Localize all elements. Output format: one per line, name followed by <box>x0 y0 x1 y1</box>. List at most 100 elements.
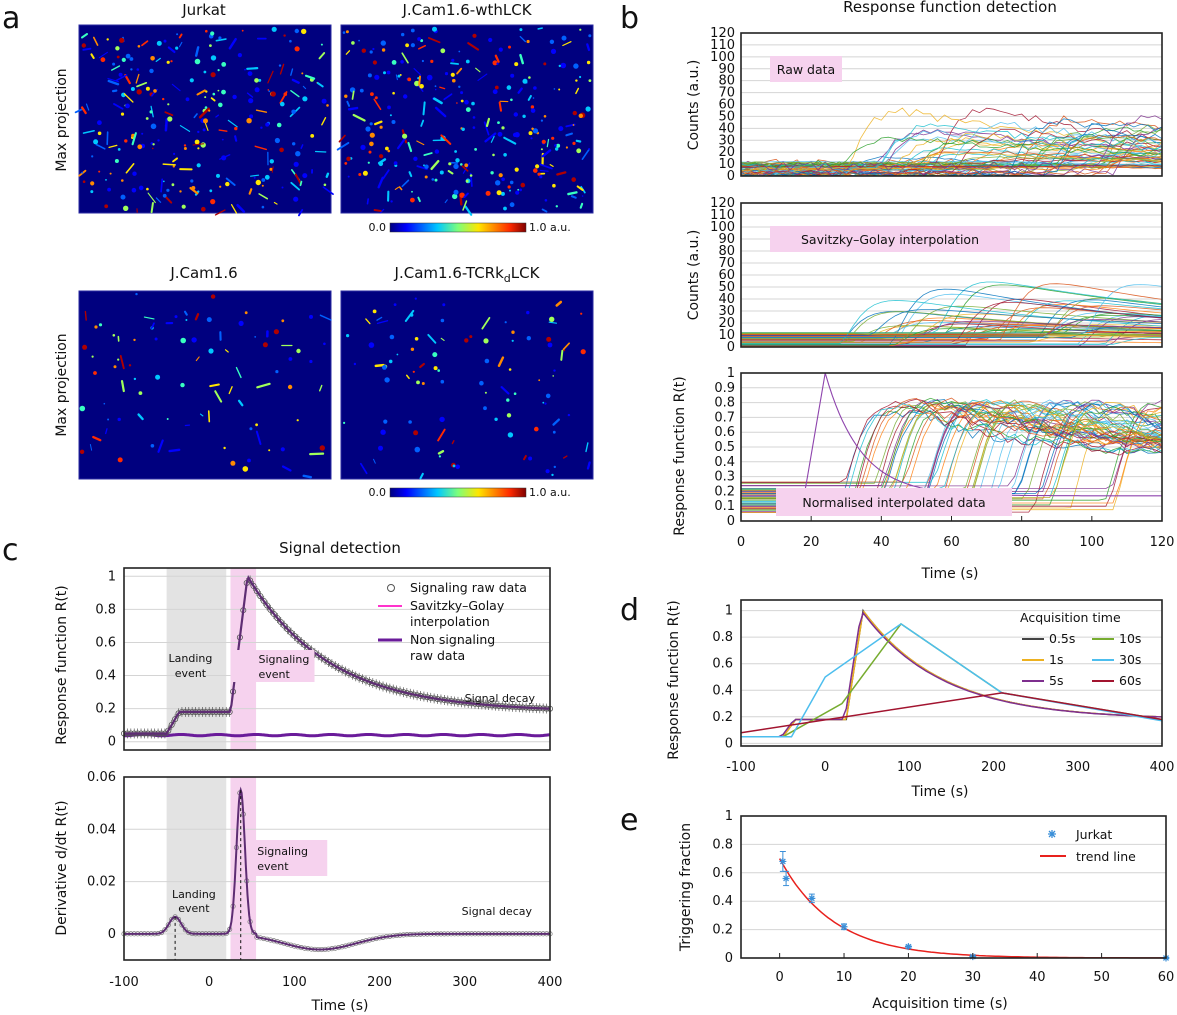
cell-streak <box>418 44 427 50</box>
cell-spot <box>185 319 188 321</box>
plot-frame <box>123 567 551 751</box>
raw-data-marker <box>294 636 301 643</box>
cell-spot <box>414 446 421 453</box>
cell-spot <box>380 40 386 46</box>
cell-spot <box>453 163 459 170</box>
cell-streak <box>338 134 346 143</box>
cell-spot <box>164 124 168 128</box>
cell-spot <box>434 149 440 154</box>
cell-streak <box>81 33 89 39</box>
cell-spot <box>492 89 498 95</box>
cell-spot <box>555 205 558 208</box>
derivative-marker <box>179 922 185 928</box>
cell-spot <box>138 391 143 395</box>
cell-spot <box>150 444 155 448</box>
cell-streak <box>376 316 383 321</box>
cell-spot <box>175 46 179 50</box>
cell-streak <box>235 366 242 379</box>
cell-streak <box>419 472 424 480</box>
cell-streak <box>475 67 481 73</box>
cell-spot <box>534 426 539 432</box>
cell-spot <box>417 37 421 41</box>
cell-spot <box>455 464 461 470</box>
y-tick-label: 70 <box>718 256 735 271</box>
cell-streak <box>575 139 582 143</box>
y-tick-label: 120 <box>710 196 735 211</box>
cell-spot <box>411 190 413 193</box>
microscopy-image-jurkat <box>74 24 334 217</box>
cell-spot <box>513 392 517 396</box>
cell-spot <box>432 26 437 32</box>
cell-spot <box>498 47 503 52</box>
cell-spot <box>544 199 548 202</box>
y-tick-label: 20 <box>718 316 735 331</box>
raw-data-marker <box>175 710 182 717</box>
cell-streak <box>417 196 421 203</box>
cell-spot <box>183 147 187 150</box>
response-trace <box>741 332 1162 336</box>
cell-streak <box>570 195 577 199</box>
cell-streak <box>290 68 294 76</box>
cell-spot <box>367 73 372 78</box>
cell-streak <box>365 318 371 325</box>
y-tick-label: 40 <box>718 292 735 307</box>
raw-data-marker <box>339 666 346 673</box>
cell-streak <box>434 106 447 118</box>
image-title-jcam-tcrk: J.Cam1.6-TCRkdLCK <box>394 264 541 285</box>
cell-spot <box>128 364 132 367</box>
cell-streak <box>136 81 148 88</box>
cell-spot <box>504 321 507 324</box>
cell-streak <box>427 333 437 344</box>
cell-spot <box>374 96 378 100</box>
cell-spot <box>181 204 186 209</box>
cell-spot <box>249 114 254 119</box>
cell-streak <box>85 103 90 111</box>
cell-spot <box>400 60 404 64</box>
cell-spot <box>485 190 491 196</box>
cell-streak <box>500 386 510 395</box>
cell-spot <box>283 34 286 37</box>
cell-spot <box>260 126 263 129</box>
cell-spot <box>217 69 220 72</box>
cell-streak <box>90 53 95 60</box>
cell-spot <box>358 173 362 176</box>
y-tick-label: 0.2 <box>712 923 733 938</box>
cell-spot <box>93 371 97 375</box>
cell-spot <box>114 159 119 163</box>
cell-spot <box>464 99 469 105</box>
cell-spot <box>281 319 285 323</box>
cell-spot <box>442 303 446 307</box>
cell-streak <box>519 53 524 65</box>
cell-spot <box>572 141 576 145</box>
cell-spot <box>157 139 160 142</box>
cell-spot <box>225 181 230 187</box>
cell-spot <box>410 28 415 33</box>
cell-spot <box>82 344 88 350</box>
panel-b-ylabel-2: Counts (a.u.) <box>686 230 702 321</box>
cell-streak <box>192 143 205 146</box>
cell-streak <box>199 413 204 417</box>
y-tick-label: 110 <box>710 38 735 53</box>
highlight-box <box>770 226 1010 252</box>
cell-spot <box>382 365 387 370</box>
cell-streak <box>267 70 274 84</box>
cell-spot <box>387 149 391 153</box>
series-line-60s <box>740 692 1163 734</box>
cell-spot <box>93 139 99 145</box>
cell-streak <box>422 101 426 116</box>
response-trace <box>741 311 1163 344</box>
cell-spot <box>553 465 556 469</box>
image-title-jcam: J.Cam1.6 <box>169 264 237 282</box>
trend-line <box>778 858 1166 959</box>
cell-streak <box>318 52 326 60</box>
cell-spot <box>391 120 396 124</box>
response-trace <box>741 397 1163 483</box>
y-tick-label: 80 <box>718 74 735 89</box>
y-tick-label: 30 <box>718 304 735 319</box>
cell-spot <box>551 473 554 477</box>
cell-streak <box>300 144 304 149</box>
cell-spot <box>367 161 370 164</box>
cell-streak <box>196 89 206 96</box>
cell-spot <box>439 416 445 423</box>
data-point <box>840 923 848 931</box>
